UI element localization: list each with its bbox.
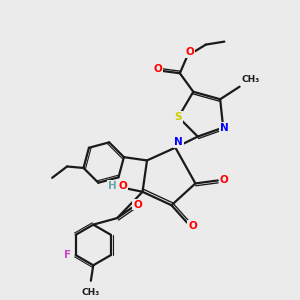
Text: CH₃: CH₃ — [82, 288, 100, 297]
Text: O: O — [188, 221, 197, 231]
Text: N: N — [174, 137, 183, 147]
Text: N: N — [220, 123, 229, 133]
Text: CH₃: CH₃ — [242, 75, 260, 84]
Text: O: O — [133, 200, 142, 210]
Text: H: H — [108, 181, 117, 191]
Text: O: O — [185, 47, 194, 57]
Text: O: O — [153, 64, 162, 74]
Text: O: O — [118, 181, 127, 191]
Text: S: S — [175, 112, 182, 122]
Text: O: O — [220, 175, 229, 185]
Text: F: F — [64, 250, 71, 260]
